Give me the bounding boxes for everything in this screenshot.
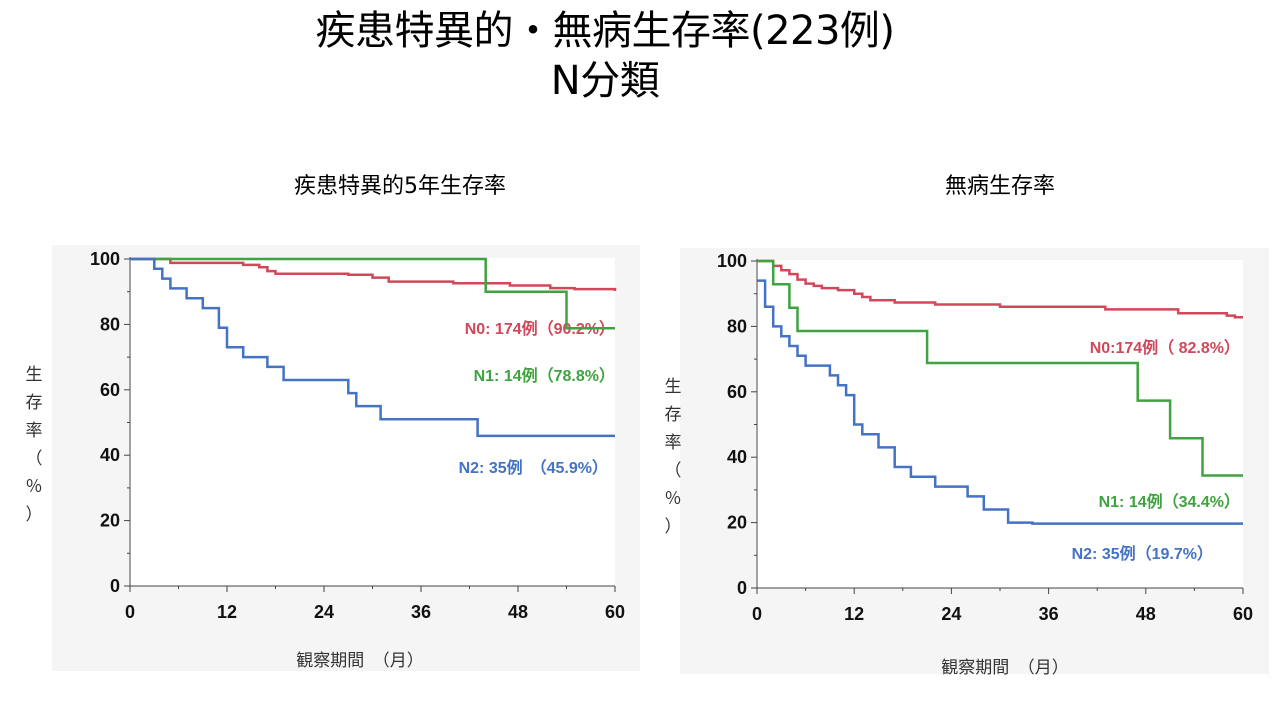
y-tick-label: 20 [100, 511, 120, 531]
right-chart-title: 無病生存率 [944, 174, 1055, 199]
series-line-n0 [130, 257, 617, 291]
series-label: N2: 35例 （45.9%） [459, 458, 608, 477]
y-tick-label: 80 [100, 314, 120, 334]
x-tick-label: 48 [1136, 604, 1156, 624]
plot-area [756, 260, 1243, 588]
x-tick-label: 12 [844, 604, 864, 624]
y-tick-label: 60 [100, 380, 120, 400]
y-tick-label: 20 [727, 513, 747, 533]
y-axis-title: 生存率（％） [26, 365, 43, 525]
x-axis-title: 観察期間 （月） [296, 651, 424, 671]
x-tick-label: 24 [941, 604, 961, 624]
x-tick-label: 60 [605, 602, 625, 622]
x-tick-label: 36 [411, 602, 431, 622]
left-chart-title: 疾患特異的5年生存率 [294, 174, 506, 199]
x-tick-label: 0 [752, 604, 762, 624]
series-label: N2: 35例（19.7%） [1072, 544, 1213, 563]
y-tick-label: 0 [110, 576, 120, 596]
y-tick-label: 100 [717, 251, 747, 271]
series-label: N1: 14例（34.4%） [1099, 492, 1240, 511]
page-title: 疾患特異的・無病生存率(223例) N分類 [0, 6, 1210, 106]
plot-area [129, 258, 615, 586]
x-tick-label: 12 [217, 602, 237, 622]
page-title-line1: 疾患特異的・無病生存率(223例) [315, 8, 895, 54]
y-tick-label: 40 [727, 447, 747, 467]
series-label: N1: 14例（78.8%） [474, 366, 615, 385]
y-tick-label: 0 [737, 578, 747, 598]
series-line-n2 [757, 279, 1243, 525]
page-title-line2: N分類 [550, 58, 660, 104]
y-tick-label: 100 [90, 249, 120, 269]
y-axis-title: 生存率（％） [665, 377, 682, 537]
series-line-n2 [130, 257, 615, 438]
x-tick-label: 0 [125, 602, 135, 622]
series-line-n0 [757, 259, 1243, 319]
x-tick-label: 36 [1039, 604, 1059, 624]
series-line-n1 [757, 259, 1243, 477]
series-label: N0: 174例（90.2%） [465, 319, 615, 338]
y-tick-label: 80 [727, 316, 747, 336]
series-label: N0:174例（ 82.8%） [1090, 338, 1240, 357]
y-tick-label: 40 [100, 445, 120, 465]
y-tick-label: 60 [727, 382, 747, 402]
x-tick-label: 48 [508, 602, 528, 622]
x-tick-label: 24 [314, 602, 334, 622]
series-line-n1 [130, 257, 615, 330]
x-axis-title: 観察期間 （月） [941, 658, 1069, 678]
x-tick-label: 60 [1233, 604, 1253, 624]
